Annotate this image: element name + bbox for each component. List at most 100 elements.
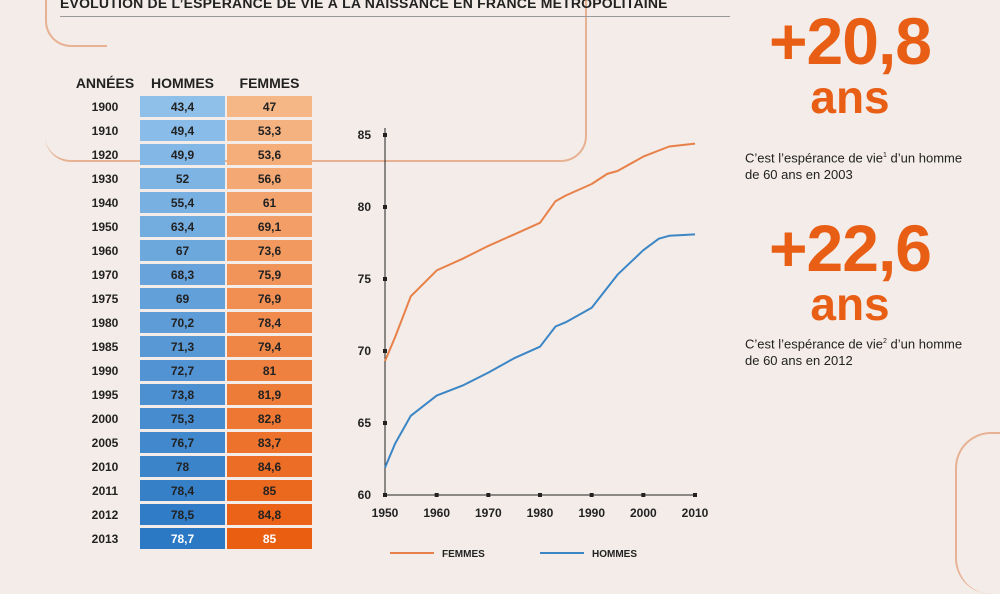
- cell-women: 76,9: [227, 288, 312, 309]
- cell-men: 70,2: [140, 312, 225, 333]
- cell-women: 85: [227, 528, 312, 549]
- table-row: 1975 69 76,9: [72, 288, 312, 309]
- x-tick-mark: [641, 493, 646, 497]
- cell-women: 79,4: [227, 336, 312, 357]
- x-tick-label: 1980: [527, 506, 554, 520]
- y-tick-label: 65: [358, 416, 372, 430]
- cell-year: 2013: [91, 531, 119, 546]
- x-tick-mark: [538, 493, 542, 497]
- cell-year: 2010: [91, 459, 119, 474]
- x-tick-mark: [693, 493, 697, 497]
- cell-men: 52: [140, 168, 225, 189]
- table-row: 2013 78,7 85: [72, 528, 312, 549]
- cell-men: 67: [140, 240, 225, 261]
- table-row: 1940 55,4 61: [72, 192, 312, 213]
- y-tick-mark: [383, 205, 387, 209]
- column-header-years: ANNÉES: [75, 75, 135, 91]
- y-tick-label: 80: [358, 200, 372, 214]
- cell-men: 76,7: [140, 432, 225, 453]
- cell-year: 2000: [91, 411, 119, 426]
- series-line-femmes: [384, 142, 696, 362]
- cell-men: 78,5: [140, 504, 225, 525]
- cell-women: 78,4: [227, 312, 312, 333]
- y-tick-mark: [383, 421, 387, 425]
- cell-men: 78: [140, 456, 225, 477]
- stat-unit: ans: [810, 71, 890, 123]
- stat-description-2012: C’est l’espérance de vie2 d’un homme de …: [745, 336, 963, 369]
- page-title: ÉVOLUTION DE L’ESPÉRANCE DE VIE À LA NAI…: [60, 0, 668, 11]
- table-row: 1900 43,4 47: [72, 96, 312, 117]
- footnote-marker: 1: [883, 152, 887, 159]
- x-tick-label: 2010: [682, 506, 709, 520]
- cell-year: 1975: [91, 291, 119, 306]
- series-line-hommes: [384, 233, 696, 468]
- cell-year: 1970: [91, 267, 119, 282]
- stat-men-2003: +20,8 ans: [735, 8, 965, 120]
- cell-women: 84,8: [227, 504, 312, 525]
- footnote-marker: 2: [883, 338, 887, 345]
- table-row: 1910 49,4 53,3: [72, 120, 312, 141]
- decorative-frame-top: [45, 0, 587, 162]
- stat-description-2003: C’est l’espérance de vie1 d’un homme de …: [745, 150, 963, 183]
- cell-year: 1900: [91, 99, 119, 114]
- life-expectancy-line-chart: 60 65 70 75 80 85 1950 1960 1970 1980 1990 2000 201…: [358, 128, 709, 560]
- chart-legend: FEMMES HOMMES: [390, 549, 637, 560]
- cell-men: 69: [140, 288, 225, 309]
- table-row: 1995 73,8 81,9: [72, 384, 312, 405]
- cell-year: 1980: [91, 315, 119, 330]
- cell-women: 47: [227, 96, 312, 117]
- x-tick-mark: [383, 493, 387, 497]
- stat-value: +22,6: [769, 211, 932, 285]
- legend-label: HOMMES: [592, 549, 637, 560]
- x-tick-mark: [486, 493, 491, 497]
- cell-women: 83,7: [227, 432, 312, 453]
- cell-year: 1930: [91, 171, 119, 186]
- x-tick-mark: [434, 493, 439, 497]
- cell-men: 43,4: [140, 96, 225, 117]
- table-row: 2005 76,7 83,7: [72, 432, 312, 453]
- y-tick-mark: [383, 349, 387, 353]
- cell-men: 49,9: [140, 144, 225, 165]
- life-expectancy-table: ANNÉES HOMMES FEMMES 1900 43,4 47 1910 49,4 5…: [70, 70, 314, 552]
- decorative-frame-left: [45, 0, 107, 47]
- table-row: 2010 78 84,6: [72, 456, 312, 477]
- cell-year: 2012: [91, 507, 119, 522]
- title-rule: [60, 16, 730, 17]
- cell-men: 68,3: [140, 264, 225, 285]
- cell-women: 75,9: [227, 264, 312, 285]
- column-header-women: FEMMES: [239, 75, 300, 91]
- cell-women: 56,6: [227, 168, 312, 189]
- x-tick-label: 1960: [423, 506, 450, 520]
- column-header-men: HOMMES: [151, 75, 214, 91]
- table-row: 1950 63,4 69,1: [72, 216, 312, 237]
- cell-men: 55,4: [140, 192, 225, 213]
- cell-year: 1985: [91, 339, 119, 354]
- cell-year: 1960: [91, 243, 119, 258]
- cell-year: 2011: [91, 483, 119, 498]
- cell-women: 61: [227, 192, 312, 213]
- x-tick-mark: [589, 493, 594, 497]
- y-tick-mark: [383, 133, 387, 137]
- cell-women: 81,9: [227, 384, 312, 405]
- cell-women: 82,8: [227, 408, 312, 429]
- cell-women: 85: [227, 480, 312, 501]
- table-row: 1930 52 56,6: [72, 168, 312, 189]
- cell-year: 1995: [91, 387, 119, 402]
- stat-value: +20,8: [769, 4, 932, 78]
- y-axis-ticks: 60 65 70 75 80 85: [358, 128, 387, 502]
- table-row: 1980 70,2 78,4: [72, 312, 312, 333]
- cell-men: 73,8: [140, 384, 225, 405]
- x-axis-ticks: 1950 1960 1970 1980 1990 2000 2010: [372, 493, 709, 520]
- stat-unit: ans: [810, 278, 890, 330]
- table-header-row: ANNÉES HOMMES FEMMES: [72, 73, 312, 93]
- table-row: 1990 72,7 81: [72, 360, 312, 381]
- cell-year: 1920: [91, 147, 119, 162]
- cell-women: 53,3: [227, 120, 312, 141]
- table-body: 1900 43,4 47 1910 49,4 53,3 1920 49,9 53,6 1930 52…: [72, 96, 312, 549]
- legend-label: FEMMES: [442, 549, 485, 560]
- table-row: 1985 71,3 79,4: [72, 336, 312, 357]
- cell-year: 2005: [91, 435, 119, 450]
- cell-men: 78,4: [140, 480, 225, 501]
- stat-men-2012: +22,6 ans: [735, 215, 965, 327]
- x-tick-label: 2000: [630, 506, 657, 520]
